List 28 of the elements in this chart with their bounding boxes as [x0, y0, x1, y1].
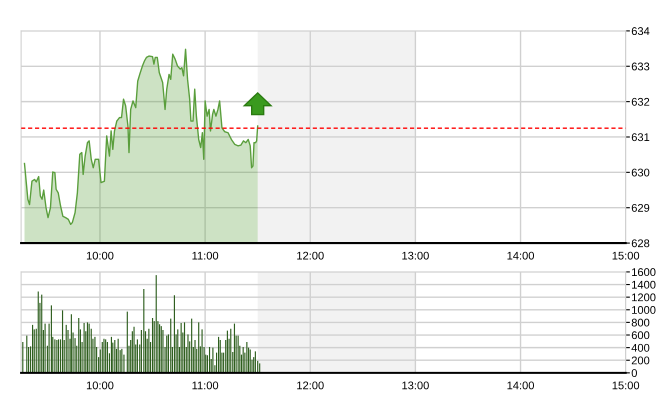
- x-tick-label: 12:00: [297, 381, 324, 390]
- x-tick-label: 12:00: [297, 252, 324, 260]
- y-tick-label: 634: [632, 27, 650, 36]
- y-tick-label: 628: [632, 239, 650, 248]
- y-tick-label: 1000: [632, 306, 656, 314]
- x-tick-label: 14:00: [507, 381, 534, 390]
- x-tick-label: 15:00: [612, 252, 640, 260]
- x-tick-label: 11:00: [192, 252, 218, 260]
- x-tick-label: 13:00: [402, 381, 429, 390]
- y-tick-label: 630: [632, 168, 650, 176]
- y-tick-label: 600: [632, 331, 650, 340]
- y-tick-label: 633: [632, 62, 650, 70]
- x-tick-label: 14:00: [507, 252, 534, 260]
- x-tick-label: 10:00: [86, 381, 114, 390]
- y-tick-label: 1600: [632, 268, 656, 276]
- y-tick-label: 631: [632, 133, 650, 142]
- x-tick-label: 13:00: [402, 252, 429, 260]
- y-tick-label: 632: [632, 98, 650, 106]
- y-tick-label: 1200: [632, 293, 656, 302]
- y-tick-label: 0: [632, 369, 637, 377]
- y-tick-label: 800: [632, 318, 650, 327]
- x-tick-label: 15:00: [612, 381, 640, 390]
- y-tick-label: 200: [632, 356, 650, 364]
- y-tick-label: 629: [632, 204, 650, 212]
- y-tick-label: 1400: [632, 280, 656, 289]
- x-tick-label: 11:00: [192, 381, 218, 390]
- x-tick-label: 10:00: [86, 252, 114, 260]
- y-tick-label: 400: [631, 344, 650, 352]
